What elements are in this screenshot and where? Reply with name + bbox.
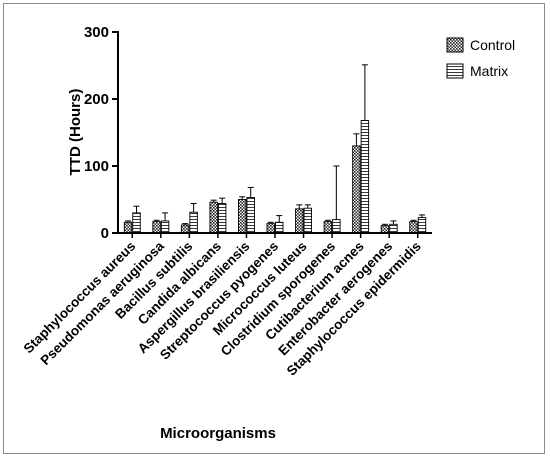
error-bars-group bbox=[125, 64, 425, 226]
bar-matrix bbox=[132, 212, 141, 234]
legend-label-matrix: Matrix bbox=[470, 63, 508, 79]
bar-matrix bbox=[217, 203, 227, 234]
legend-label-control: Control bbox=[470, 37, 515, 53]
bar-matrix bbox=[160, 220, 170, 234]
bar-matrix bbox=[360, 119, 370, 234]
y-tick-label: 100 bbox=[84, 158, 109, 175]
legend-swatch-control bbox=[446, 37, 464, 53]
bar-control bbox=[352, 145, 361, 234]
x-axis-title: Microorganisms bbox=[160, 425, 276, 442]
bar-matrix bbox=[417, 217, 427, 234]
x-ticks bbox=[131, 233, 419, 238]
legend-swatch-matrix bbox=[446, 63, 464, 79]
bar-control bbox=[295, 208, 304, 234]
x-category-label: Staphylococcus aureus bbox=[21, 239, 139, 357]
y-ticks bbox=[112, 31, 118, 234]
bar-control bbox=[323, 221, 333, 234]
bar-control bbox=[180, 224, 190, 234]
bar-control bbox=[380, 225, 390, 234]
bar-matrix bbox=[389, 223, 398, 234]
bar-control bbox=[238, 199, 247, 234]
y-tick-label: 200 bbox=[84, 91, 109, 108]
y-tick-label: 300 bbox=[84, 24, 109, 41]
y-tick-label: 0 bbox=[101, 225, 109, 242]
bar-matrix bbox=[332, 219, 341, 234]
y-tick-labels: 0 100 200 300 bbox=[84, 24, 109, 242]
bar-control bbox=[209, 201, 218, 234]
legend: Control Matrix bbox=[446, 37, 515, 79]
bar-matrix bbox=[303, 207, 312, 234]
bar-control bbox=[266, 223, 275, 234]
bar-control bbox=[409, 221, 418, 234]
y-axis-title: TTD (Hours) bbox=[67, 89, 84, 176]
bars-group bbox=[123, 119, 427, 234]
bar-matrix bbox=[275, 221, 284, 234]
bar-matrix bbox=[246, 197, 255, 234]
bar-control bbox=[152, 221, 161, 234]
bar-control bbox=[123, 221, 133, 234]
bar-matrix bbox=[189, 211, 198, 234]
